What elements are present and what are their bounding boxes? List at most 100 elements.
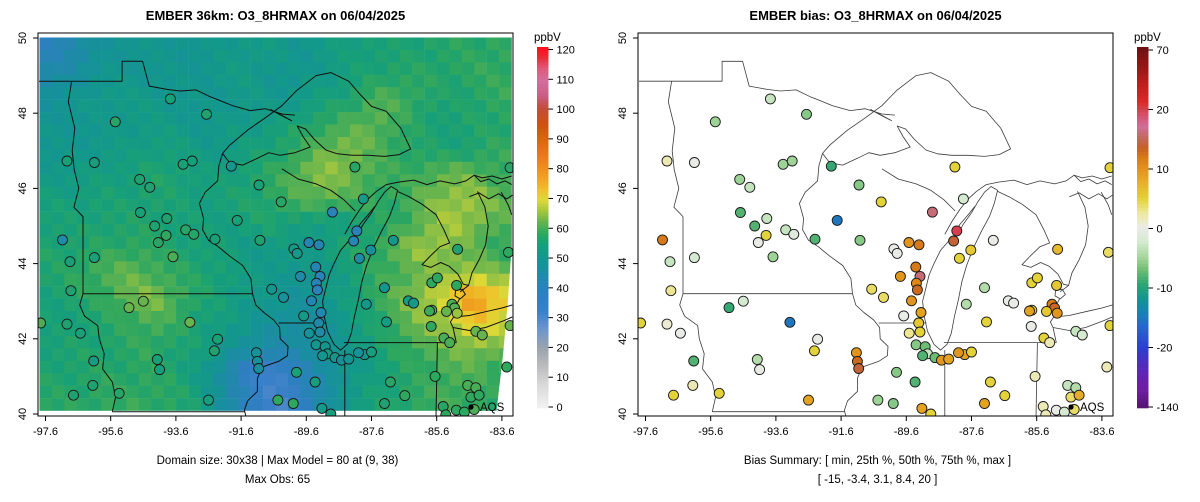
outline-path bbox=[500, 191, 513, 215]
station-marker bbox=[272, 394, 284, 406]
station-marker bbox=[767, 251, 779, 263]
station-marker bbox=[984, 376, 996, 388]
colorbar-tick-label: 70 bbox=[1157, 45, 1169, 57]
x-tick-label: -97.6 bbox=[633, 426, 658, 438]
colorbar-tick-label: 10 bbox=[557, 372, 569, 384]
station-marker bbox=[906, 295, 917, 307]
station-marker bbox=[878, 291, 889, 303]
station-marker bbox=[709, 116, 721, 128]
colorbar-tick-label: 100 bbox=[557, 104, 575, 116]
station-marker bbox=[825, 160, 837, 172]
station-marker bbox=[1025, 320, 1037, 332]
x-tick-label: -89.6 bbox=[894, 426, 919, 438]
outline-path bbox=[281, 168, 356, 212]
station-marker bbox=[875, 196, 887, 208]
x-tick-label: -83.6 bbox=[489, 426, 514, 438]
station-marker bbox=[688, 157, 700, 168]
station-marker bbox=[713, 387, 725, 399]
colorbar-tick-label: 10 bbox=[1157, 164, 1169, 176]
outline-path bbox=[468, 191, 489, 286]
outline-path bbox=[799, 153, 889, 416]
x-tick-label: -91.6 bbox=[829, 426, 854, 438]
station-marker bbox=[911, 284, 923, 296]
obs-station-markers bbox=[38, 93, 513, 416]
station-marker bbox=[914, 326, 926, 338]
station-marker bbox=[909, 376, 921, 388]
y-tick-label: 46 bbox=[617, 182, 629, 194]
station-marker bbox=[910, 261, 922, 273]
station-marker bbox=[61, 318, 73, 330]
outline-path bbox=[870, 109, 892, 122]
station-marker bbox=[253, 179, 265, 191]
station-marker bbox=[351, 225, 363, 237]
station-marker bbox=[348, 235, 360, 247]
station-marker bbox=[444, 337, 456, 349]
station-marker bbox=[379, 398, 390, 409]
station-marker bbox=[688, 355, 700, 367]
station-marker bbox=[476, 329, 488, 341]
colorbar-tick-label: 0 bbox=[557, 402, 563, 414]
aqs-legend-label: AQS bbox=[1080, 402, 1105, 414]
station-marker bbox=[1031, 272, 1043, 284]
left-map-title: EMBER 36km: O3_8HRMAX on 06/04/2025 bbox=[145, 8, 406, 23]
station-marker bbox=[429, 370, 441, 382]
station-marker bbox=[360, 298, 372, 310]
station-marker bbox=[751, 354, 763, 365]
station-marker bbox=[231, 214, 243, 226]
station-marker bbox=[451, 307, 463, 319]
station-marker bbox=[161, 213, 173, 224]
outline-path bbox=[1052, 316, 1113, 331]
aqs-legend-dot bbox=[1068, 404, 1074, 410]
station-marker bbox=[408, 297, 420, 309]
station-marker bbox=[399, 390, 411, 402]
station-marker bbox=[915, 307, 927, 318]
left-caption-maxobs: Max Obs: 65 bbox=[244, 474, 311, 486]
station-marker bbox=[777, 158, 789, 170]
station-marker bbox=[764, 93, 776, 105]
station-marker bbox=[760, 229, 772, 241]
outline-path bbox=[1068, 191, 1089, 286]
station-marker bbox=[1051, 307, 1063, 319]
station-marker bbox=[737, 295, 749, 307]
station-marker bbox=[144, 181, 156, 193]
station-marker bbox=[1076, 329, 1088, 341]
outline-path bbox=[667, 81, 684, 294]
colorbar-tick-label: -140 bbox=[1157, 402, 1179, 414]
colorbar-tick-label: 90 bbox=[557, 134, 569, 146]
colorbar-units-label: ppbV bbox=[534, 32, 561, 44]
station-marker bbox=[384, 376, 396, 388]
station-marker bbox=[180, 224, 192, 236]
station-marker bbox=[657, 234, 668, 246]
station-marker bbox=[134, 173, 146, 185]
station-marker bbox=[325, 408, 337, 416]
station-marker bbox=[137, 295, 149, 307]
station-marker bbox=[134, 207, 146, 218]
station-marker bbox=[744, 181, 756, 193]
station-marker bbox=[661, 155, 673, 167]
state-lake-outlines bbox=[639, 60, 1113, 416]
station-marker bbox=[311, 284, 323, 296]
station-marker bbox=[903, 327, 915, 339]
station-marker bbox=[949, 161, 961, 173]
x-tick-label: -97.6 bbox=[33, 426, 58, 438]
station-marker bbox=[109, 116, 121, 128]
y-tick-label: 40 bbox=[17, 408, 29, 420]
station-marker bbox=[74, 327, 86, 339]
station-marker bbox=[1052, 243, 1064, 255]
outline-path bbox=[344, 191, 377, 235]
station-marker bbox=[661, 318, 673, 330]
colorbar-tick-label: 70 bbox=[557, 193, 569, 205]
station-marker bbox=[1024, 305, 1035, 317]
station-marker bbox=[723, 302, 735, 314]
station-marker bbox=[212, 333, 224, 345]
x-tick-label: -83.6 bbox=[1089, 426, 1114, 438]
station-marker bbox=[149, 220, 161, 232]
station-marker bbox=[891, 366, 902, 378]
station-marker bbox=[1051, 279, 1063, 291]
station-marker bbox=[366, 346, 377, 358]
station-marker bbox=[780, 224, 792, 236]
colorbar-tick-label: 120 bbox=[557, 45, 575, 57]
outline-path bbox=[639, 60, 895, 116]
